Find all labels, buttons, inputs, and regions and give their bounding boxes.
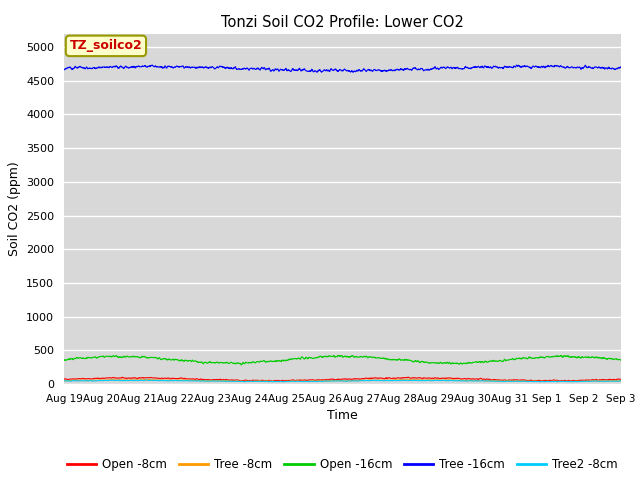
X-axis label: Time: Time [327,409,358,422]
Line: Open -8cm: Open -8cm [64,377,621,381]
Open -16cm [60,357,68,363]
Tree -16cm [617,64,625,70]
Line: Open -16cm: Open -16cm [64,355,621,365]
Tree -8cm [601,378,609,384]
Open -8cm [602,377,609,383]
Text: TZ_soilco2: TZ_soilco2 [70,39,142,52]
Open -16cm [602,356,609,361]
Line: Tree -8cm: Tree -8cm [64,380,621,382]
Tree -8cm [60,378,68,384]
Y-axis label: Soil CO2 (ppm): Soil CO2 (ppm) [8,161,20,256]
Tree2 -8cm [554,379,561,384]
Open -8cm [499,377,507,383]
Tree2 -8cm [60,378,68,384]
Open -16cm [316,353,324,359]
Open -8cm [331,377,339,383]
Tree -8cm [316,378,324,384]
Open -8cm [88,376,96,382]
Open -16cm [601,356,609,361]
Tree -16cm [349,70,357,75]
Open -8cm [60,376,68,382]
Tree -16cm [60,67,68,72]
Tree2 -8cm [88,378,96,384]
Open -16cm [237,362,245,368]
Open -8cm [617,377,625,383]
Open -8cm [316,377,324,383]
Tree2 -8cm [331,378,339,384]
Tree -16cm [513,62,520,68]
Tree -16cm [601,66,609,72]
Tree -8cm [617,377,625,383]
Tree -16cm [331,67,339,72]
Tree -16cm [88,66,96,72]
Tree -8cm [331,378,339,384]
Tree -16cm [602,66,609,72]
Open -8cm [404,374,412,380]
Open -16cm [617,358,625,363]
Tree2 -8cm [601,378,609,384]
Tree -8cm [88,378,96,384]
Open -16cm [88,355,96,360]
Tree2 -8cm [316,378,324,384]
Line: Tree2 -8cm: Tree2 -8cm [64,380,621,382]
Tree -16cm [316,67,324,72]
Tree2 -8cm [617,378,625,384]
Legend: Open -8cm, Tree -8cm, Open -16cm, Tree -16cm, Tree2 -8cm: Open -8cm, Tree -8cm, Open -16cm, Tree -… [62,454,623,476]
Open -8cm [601,377,609,383]
Open -16cm [557,352,565,358]
Open -8cm [269,378,276,384]
Tree2 -8cm [142,377,150,383]
Open -16cm [331,355,339,360]
Tree2 -8cm [602,378,609,384]
Title: Tonzi Soil CO2 Profile: Lower CO2: Tonzi Soil CO2 Profile: Lower CO2 [221,15,464,30]
Tree -8cm [499,378,506,384]
Tree -8cm [561,379,569,384]
Open -16cm [499,359,506,364]
Tree -8cm [145,377,153,383]
Tree -16cm [499,65,506,71]
Tree -8cm [602,378,609,384]
Line: Tree -16cm: Tree -16cm [64,65,621,72]
Tree2 -8cm [499,379,506,384]
